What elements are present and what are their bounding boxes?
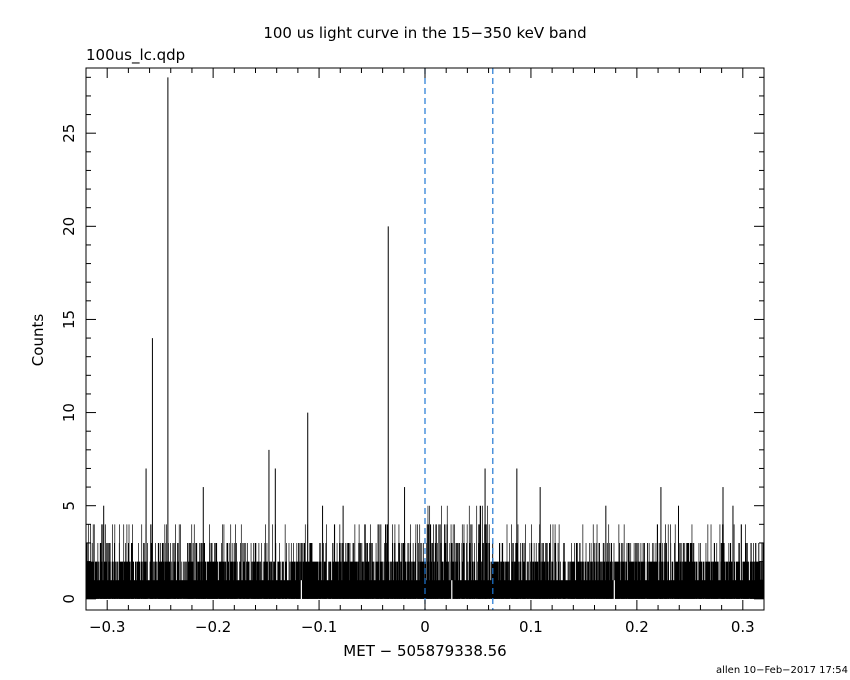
y-tick-label: 20 (60, 217, 78, 236)
x-tick-label: −0.1 (301, 618, 337, 636)
x-tick-label: −0.2 (195, 618, 231, 636)
y-tick-label: 25 (60, 124, 78, 143)
x-tick-label: −0.3 (89, 618, 125, 636)
chart-title: 100 us light curve in the 15−350 keV ban… (263, 24, 586, 42)
y-tick-label: 0 (60, 594, 78, 604)
y-axis-label: Counts (29, 314, 47, 367)
x-tick-label: 0.1 (519, 618, 543, 636)
plot-frame: −0.3 −0.2 −0.1 0 0.1 0.2 0.3 0 5 10 15 20 25 (60, 67, 765, 636)
footer-stamp: allen 10−Feb−2017 17:54 (716, 665, 848, 676)
x-tick-label: 0.2 (625, 618, 649, 636)
y-tick-label: 5 (60, 501, 78, 511)
x-tick-label: 0.3 (731, 618, 755, 636)
y-tick-label: 15 (60, 310, 78, 329)
y-tick-label: 10 (60, 403, 78, 422)
marker-lines (424, 68, 494, 610)
chart-subtitle: 100us_lc.qdp (86, 46, 185, 65)
x-axis-label: MET − 505879338.56 (343, 642, 506, 660)
x-tick-label: 0 (420, 618, 430, 636)
